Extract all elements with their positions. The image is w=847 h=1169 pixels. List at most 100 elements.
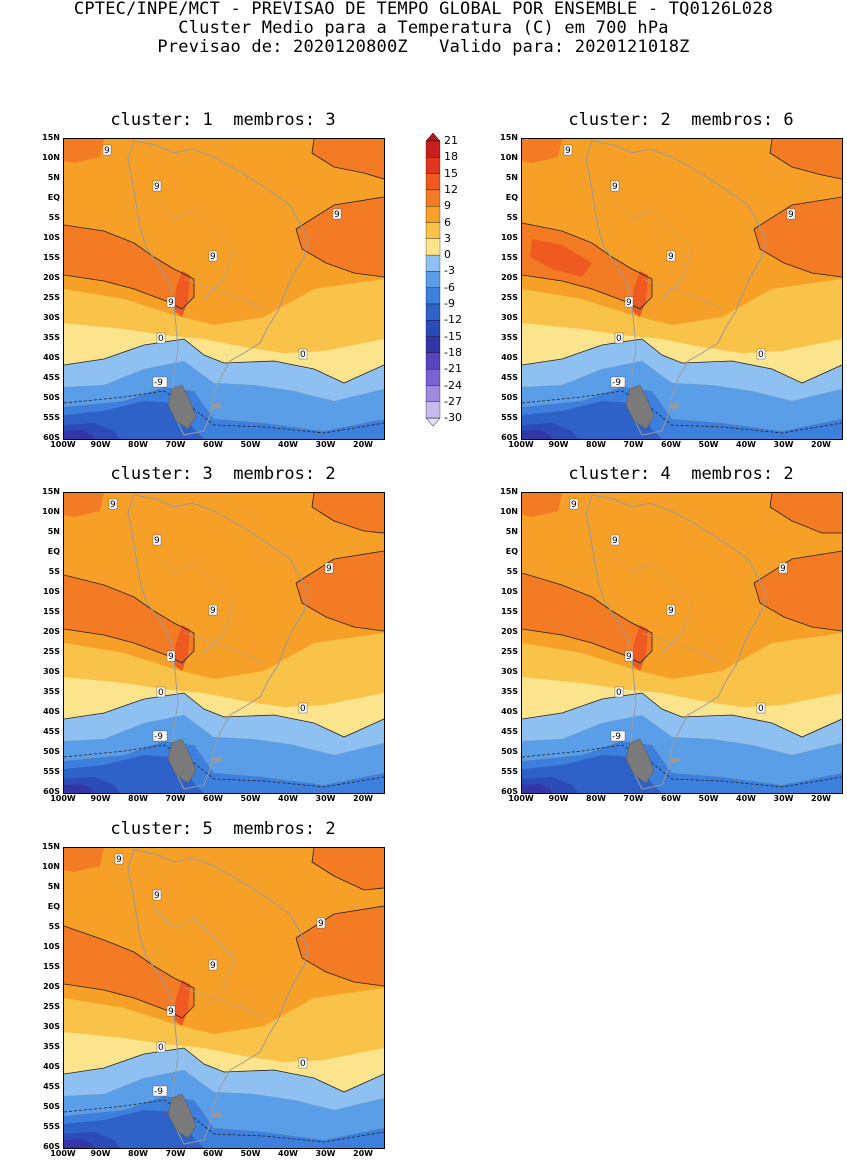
colorbar-level-label: 15 — [444, 166, 458, 180]
svg-text:9: 9 — [780, 564, 786, 574]
label-9-andes: 9 — [166, 296, 176, 308]
colorbar-swatch — [425, 222, 441, 239]
lat-tick-label: 5S — [48, 567, 60, 576]
colorbar-swatch — [425, 140, 441, 158]
svg-text:0: 0 — [158, 1043, 164, 1053]
colorbar-swatch — [425, 206, 441, 223]
map-panel-cluster-2: cluster: 2 membros: 6 9 9 9 9 9 0 0 -9 15N 10N 5N EQ… — [476, 110, 847, 460]
band-9-12-east — [754, 197, 842, 277]
coastline-south-america — [585, 494, 767, 790]
band-3-6 — [64, 633, 384, 709]
band-9-12-west — [64, 575, 194, 663]
coastline-south-america — [127, 140, 309, 436]
colorbar-legend: 21 18 15 12 9 6 3 0 -3 -6 -9 -12 -15 -18 -21 -24 -27 -30 — [424, 133, 484, 443]
lon-tick-label: 20W — [811, 440, 831, 449]
lon-tick-label: 80W — [586, 440, 606, 449]
colorbar-swatch — [425, 287, 441, 305]
label-9-mid: 9 — [152, 180, 162, 192]
colorbar-swatch — [425, 352, 441, 370]
colorbar-level-label: 18 — [444, 150, 458, 164]
temperature-map: 9 9 9 9 9 0 0 -9 — [63, 138, 385, 440]
contour-9-east — [295, 196, 384, 278]
band-minus18-minus15 — [522, 784, 552, 793]
label-9-andes: 9 — [166, 650, 176, 662]
svg-text:9: 9 — [326, 564, 332, 574]
lon-tick-label: 90W — [548, 440, 569, 449]
lon-tick-label: 60W — [661, 440, 681, 449]
band-minus18-minus15 — [64, 430, 94, 439]
lat-tick-label: 10N — [500, 153, 518, 162]
colorbar-level-label: 9 — [444, 199, 451, 213]
lat-tick-label: 50S — [43, 393, 60, 402]
lat-tick-label: 55S — [43, 767, 60, 776]
label-9-mid: 9 — [610, 180, 620, 192]
coastline-falklands — [211, 756, 223, 764]
band-0-3 — [522, 677, 842, 737]
band-9-12-east — [296, 197, 384, 277]
colorbar-swatch — [425, 254, 441, 272]
lon-tick-label: 50W — [240, 440, 261, 449]
band-minus18-minus15 — [522, 430, 552, 439]
lat-tick-label: 10N — [42, 153, 60, 162]
label-minus9: -9 — [152, 376, 168, 388]
lat-tick-label: 45S — [43, 373, 60, 382]
lat-tick-label: 20S — [43, 982, 60, 991]
lon-tick-label: 40W — [278, 794, 298, 803]
lat-tick-label: 15N — [42, 842, 60, 851]
lat-tick-label: 30S — [43, 1022, 60, 1031]
coastline-falklands — [211, 1111, 223, 1119]
svg-text:0: 0 — [758, 350, 764, 360]
panel-title: cluster: 5 membros: 2 — [110, 819, 336, 839]
lat-tick-label: 25S — [43, 647, 60, 656]
coastline-south-america — [585, 140, 767, 436]
band-9-12-nw — [64, 139, 104, 163]
colorbar-level-label: 0 — [444, 248, 451, 262]
label-minus9: -9 — [610, 730, 626, 742]
temperature-map: 9 9 9 9 9 0 0 -9 — [63, 847, 385, 1149]
contour-0 — [64, 1047, 384, 1093]
band-minus18-minus15 — [64, 784, 94, 793]
contour-9-ne — [769, 139, 842, 180]
lon-tick-label: 90W — [548, 794, 569, 803]
lon-tick-label: 100W — [50, 1149, 76, 1158]
band-9-12-ne — [312, 848, 384, 890]
lat-tick-label: 45S — [501, 373, 518, 382]
lat-tick-label: 20S — [43, 273, 60, 282]
svg-text:-9: -9 — [154, 1087, 163, 1097]
colorbar-level-label: -12 — [444, 313, 462, 327]
header-line-3: Previsao de: 2020120800Z Valido para: 20… — [157, 37, 690, 57]
colorbar-arrow-top — [425, 133, 441, 142]
lon-tick-label: 80W — [128, 440, 148, 449]
lat-tick-label: 45S — [501, 727, 518, 736]
label-9-north: 9 — [114, 853, 124, 865]
lat-tick-label: 60S — [43, 1142, 60, 1151]
lon-tick-label: 100W — [50, 440, 76, 449]
label-9-east: 9 — [324, 562, 334, 574]
label-9-andes: 9 — [624, 296, 634, 308]
band-9-12-ne — [770, 139, 842, 179]
contour-minus9 — [522, 390, 842, 434]
svg-text:9: 9 — [154, 536, 160, 546]
country-borders — [153, 198, 265, 310]
country-borders — [153, 552, 265, 664]
contour-9-east — [295, 550, 384, 632]
patagonia-islands — [167, 384, 197, 430]
lat-tick-label: 40S — [501, 353, 518, 362]
lat-tick-label: 60S — [43, 787, 60, 796]
lon-tick-label: 60W — [203, 1149, 223, 1158]
lat-tick-label: EQ — [505, 547, 518, 556]
lat-tick-label: EQ — [47, 547, 60, 556]
header-line-1: CPTEC/INPE/MCT - PREVISAO DE TEMPO GLOBA… — [73, 0, 774, 19]
lat-tick-label: 10S — [501, 587, 518, 596]
svg-text:9: 9 — [668, 252, 674, 262]
lat-tick-label: 30S — [501, 667, 518, 676]
lon-tick-label: 60W — [203, 794, 223, 803]
band-9-12-west — [64, 926, 194, 1018]
band-9-12-ne — [312, 493, 384, 533]
lat-tick-label: 20S — [43, 627, 60, 636]
svg-text:0: 0 — [158, 688, 164, 698]
country-borders — [611, 552, 723, 664]
lat-tick-label: 10S — [43, 233, 60, 242]
lat-tick-label: 25S — [501, 647, 518, 656]
svg-text:-9: -9 — [612, 378, 621, 388]
